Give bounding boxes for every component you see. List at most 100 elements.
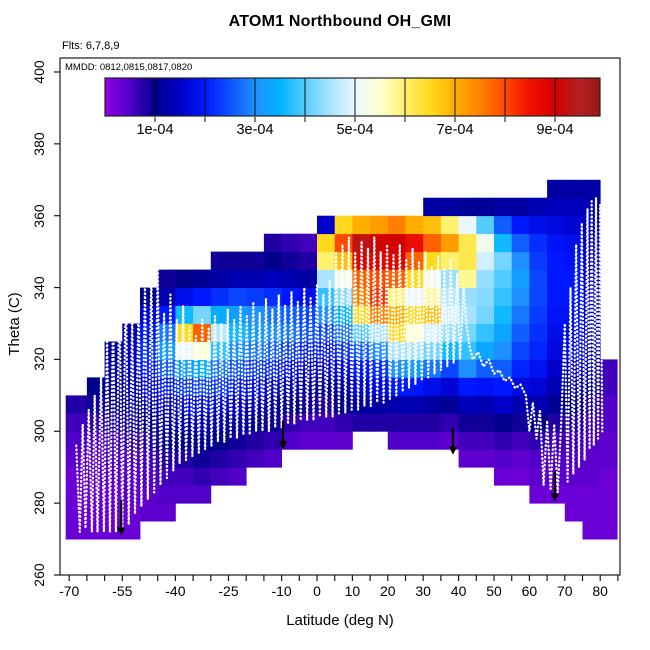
colorbar-swatch: [202, 78, 206, 116]
heatmap-cell: [246, 449, 265, 468]
heatmap-cell: [564, 467, 583, 486]
colorbar-swatch: [152, 78, 156, 116]
heatmap-cell: [511, 323, 530, 342]
heatmap-cell: [547, 251, 566, 270]
heatmap-cell: [370, 215, 389, 235]
heatmap-cell: [405, 215, 424, 235]
heatmap-cell: [423, 377, 442, 396]
heatmap-cell: [511, 395, 530, 414]
heatmap-cell: [387, 305, 406, 324]
colorbar-swatch: [267, 78, 271, 116]
colorbar-swatch: [507, 78, 511, 116]
colorbar-swatch: [560, 78, 563, 116]
colorbar-swatch: [545, 78, 548, 116]
colorbar-swatch: [440, 78, 443, 116]
colorbar-swatch: [575, 78, 578, 116]
heatmap-cell: [175, 485, 194, 504]
heatmap-cell: [352, 359, 371, 378]
heatmap-cell: [529, 431, 548, 450]
colorbar-swatch: [537, 78, 541, 116]
colorbar-swatch: [137, 78, 141, 116]
heatmap-cell: [157, 341, 176, 360]
x-axis-tick-label: -10: [271, 583, 292, 599]
heatmap-cell: [511, 431, 530, 450]
heatmap-cell: [193, 395, 212, 414]
heatmap-cell: [157, 305, 176, 324]
colorbar-swatch: [525, 78, 528, 116]
x-axis-tick-label: 30: [415, 583, 431, 599]
flights-annotation: Flts: 6,7,8,9: [62, 40, 120, 52]
heatmap-cell: [246, 251, 265, 270]
colorbar-swatch: [217, 78, 221, 116]
heatmap-cell: [157, 503, 176, 522]
descent-arrow-head: [117, 527, 126, 536]
heatmap-cell: [352, 323, 371, 342]
heatmap-cell: [600, 503, 618, 522]
heatmap-cell: [529, 251, 548, 270]
colorbar-swatch: [527, 78, 531, 116]
colorbar-swatch: [435, 78, 438, 116]
colorbar-swatch: [522, 78, 526, 116]
y-axis-tick-label: 360: [31, 204, 47, 228]
heatmap-cell: [210, 287, 229, 306]
heatmap-cell: [440, 341, 459, 360]
heatmap-cell: [352, 395, 371, 414]
colorbar-swatch: [492, 78, 496, 116]
colorbar-swatch: [445, 78, 448, 116]
heatmap-cell: [387, 287, 406, 306]
heatmap-cell: [600, 377, 618, 396]
colorbar-swatch: [370, 78, 373, 116]
x-axis-tick-label: 80: [592, 583, 608, 599]
colorbar-swatch: [345, 78, 348, 116]
heatmap-cell: [140, 323, 159, 342]
x-axis-tick-label: 20: [380, 583, 396, 599]
heatmap-cell: [210, 413, 229, 432]
colorbar-swatch: [300, 78, 303, 116]
colorbar-swatch: [392, 78, 396, 116]
colorbar-swatch: [197, 78, 201, 116]
heatmap-cell: [210, 467, 229, 486]
heatmap-cell: [423, 341, 442, 360]
heatmap-cell: [104, 485, 123, 504]
heatmap-cell: [476, 359, 495, 378]
colorbar-swatch: [125, 78, 128, 116]
heatmap-cell: [246, 269, 265, 288]
heatmap-cell: [476, 197, 495, 217]
colorbar-tick-label: 9e-04: [536, 122, 574, 138]
heatmap-cell: [387, 413, 406, 432]
colorbar-swatch: [317, 78, 321, 116]
colorbar-swatch: [185, 78, 188, 116]
colorbar-swatch: [237, 78, 241, 116]
heatmap-cell: [193, 287, 212, 306]
heatmap-cell: [564, 269, 583, 288]
colorbar-swatch: [117, 78, 121, 116]
colorbar-swatch: [540, 78, 543, 116]
heatmap-cell: [494, 449, 513, 468]
heatmap-cell: [440, 215, 459, 235]
colorbar-swatch: [170, 78, 173, 116]
heatmap-cell: [122, 449, 141, 468]
colorbar-swatch: [517, 78, 521, 116]
heatmap-cell: [317, 413, 336, 432]
heatmap-cell: [193, 305, 212, 324]
heatmap-cell: [228, 269, 247, 288]
heatmap-cell: [423, 359, 442, 378]
heatmap-cell: [494, 323, 513, 342]
colorbar-swatch: [177, 78, 181, 116]
heatmap-cell: [317, 251, 336, 270]
heatmap-cell: [263, 251, 282, 270]
colorbar-swatch: [107, 78, 111, 116]
heatmap-cell: [140, 287, 159, 306]
heatmap-cell: [458, 395, 477, 414]
colorbar-swatch: [490, 78, 493, 116]
x-axis-tick-label: 10: [344, 583, 361, 599]
colorbar-swatch: [212, 78, 216, 116]
heatmap-cell: [582, 359, 601, 378]
heatmap-cell: [511, 359, 530, 378]
heatmap-cell: [157, 377, 176, 396]
heatmap-cell: [281, 431, 300, 450]
flight-track: [75, 196, 604, 534]
heatmap-cell: [405, 233, 424, 253]
